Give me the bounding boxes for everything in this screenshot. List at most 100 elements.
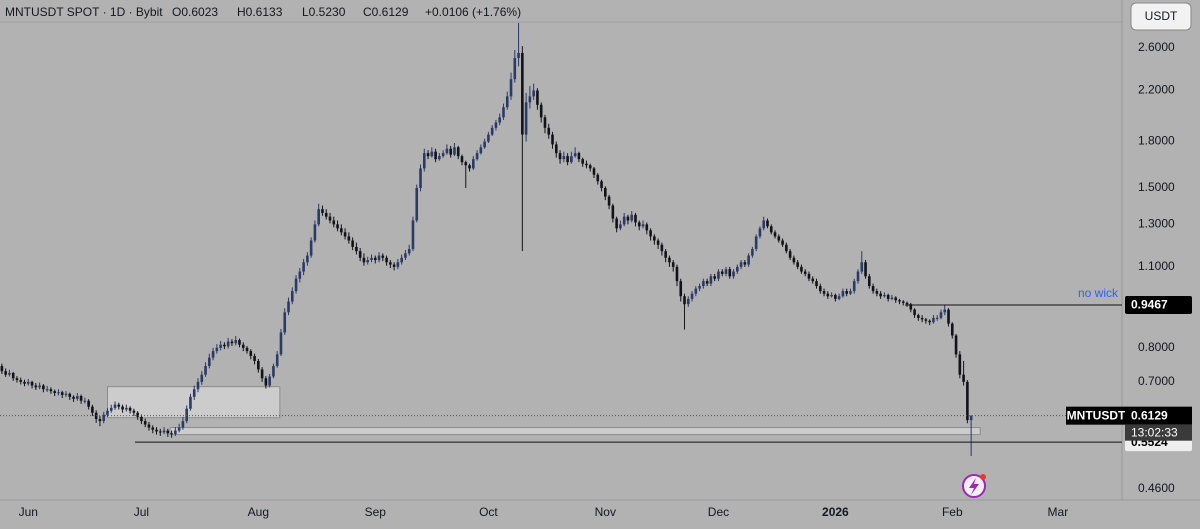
candle-body [49,389,53,392]
candle-body [539,104,543,118]
level-tag [1125,296,1192,315]
candle-body [189,396,192,409]
candle-body [60,392,64,395]
candle-body [128,407,132,411]
candle-body [340,228,343,233]
candle-body [785,244,788,252]
candle-body [140,416,143,422]
candle-body [158,431,162,433]
candle-body [558,153,562,160]
candle-body [151,427,155,430]
candle-body [170,433,173,435]
candle-body [577,153,581,160]
candle-body [521,52,524,135]
candle-body [551,134,554,145]
candle-body [0,366,4,372]
candle-body [969,415,973,421]
candle-body [147,424,151,428]
candle-body [453,147,456,155]
candle-body [279,332,283,355]
candle-body [536,90,539,105]
candle-body [434,151,437,160]
candle-body [852,281,856,292]
candle-body [343,232,347,237]
x-tick-label: Nov [595,505,616,519]
candle-body [430,151,434,157]
candle-body [468,165,471,169]
candle-body [362,257,366,263]
candle-body [856,271,860,282]
candle-body [653,236,656,241]
candle-body [649,230,652,237]
currency-label[interactable]: USDT [1145,9,1178,23]
y-tick-label: 1.8000 [1138,134,1175,148]
candle-body [913,309,916,316]
candle-body [102,414,106,422]
candle-body [366,260,370,263]
candle-body [234,340,238,344]
candle-body [91,406,94,413]
candle-body [313,224,317,241]
candle-body [818,286,822,292]
candle-body [125,407,128,410]
countdown-label: 13:02:33 [1131,425,1178,439]
candle-body [472,159,475,169]
candle-body [215,347,219,352]
candle-body [766,220,769,227]
candle-body [528,96,532,103]
candle-body [524,102,528,135]
candle-body [788,251,792,258]
candle-body [686,298,690,305]
x-tick-label: Dec [708,505,729,519]
candle-body [83,400,87,402]
candle-body [513,57,517,80]
candle-body [494,122,498,128]
symbol-tag [1066,406,1126,425]
candle-body [196,381,200,390]
candle-body [743,262,747,265]
candle-body [611,205,615,219]
candle-body [208,357,211,367]
candle-body [720,271,724,274]
candle-body [860,262,864,272]
candle-body [381,255,385,258]
candle-body [15,378,19,381]
candle-body [698,286,701,289]
x-tick-label: Jun [19,505,38,519]
candle-body [841,291,845,297]
candle-body [604,187,607,197]
candle-body [607,196,611,206]
candle-body [845,291,848,294]
candle-body [732,271,735,277]
alert-icon[interactable] [962,474,986,498]
candle-body [769,226,773,233]
candle-body [871,286,875,292]
candle-body [890,297,894,299]
x-tick-label: 2026 [822,505,849,519]
candle-body [464,162,468,166]
candle-body [253,355,256,361]
candle-body [98,418,102,422]
candle-body [830,294,833,297]
candle-body [441,153,445,157]
candle-body [815,281,818,287]
candle-body [34,385,38,388]
candle-body [962,374,965,382]
x-tick-label: Mar [1048,505,1069,519]
currency-button[interactable] [1130,2,1192,31]
candle-body [875,291,879,294]
y-tick-label: 0.7000 [1138,374,1175,388]
candle-body [570,156,573,163]
candle-body [347,236,351,241]
y-tick-label: 1.5000 [1138,180,1175,194]
candle-body [106,410,109,415]
candle-body [909,304,913,310]
candle-body [358,251,362,258]
candle-body [671,262,675,267]
candle-body [136,412,139,417]
candle-body [309,240,313,256]
candle-body [796,262,799,267]
candle-body [181,421,185,428]
candle-body [155,429,158,432]
candle-body [928,320,931,323]
